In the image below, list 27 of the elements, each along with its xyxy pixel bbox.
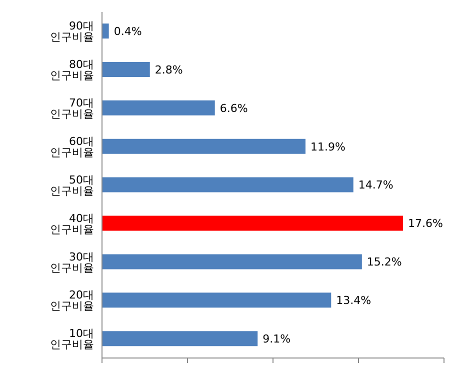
y-tick-label: 40대 인구비율 — [50, 212, 94, 236]
data-label: 14.7% — [358, 178, 394, 192]
bar — [102, 62, 150, 77]
y-tick-label: 80대 인구비율 — [50, 58, 94, 82]
data-label: 0.4% — [114, 24, 142, 38]
data-label: 15.2% — [366, 256, 402, 269]
data-label: 11.9% — [310, 140, 346, 154]
y-tick-label: 70대 인구비율 — [50, 96, 94, 121]
bar — [102, 216, 403, 231]
data-label: 9.1% — [262, 332, 291, 346]
data-label: 17.6% — [408, 217, 443, 230]
y-tick-label: 10대 인구비율 — [50, 327, 94, 352]
bar — [102, 292, 332, 308]
data-label: 6.6% — [220, 102, 248, 115]
y-tick-label: 20대 인구비율 — [50, 288, 94, 313]
bar — [102, 331, 258, 346]
y-tick-label: 30대 인구비율 — [50, 250, 94, 274]
bar — [102, 254, 362, 270]
data-label: 2.8% — [154, 63, 183, 76]
data-label: 13.4% — [336, 294, 372, 308]
y-tick-label: 50대 인구비율 — [50, 173, 94, 198]
y-tick-label: 90대 인구비율 — [50, 20, 94, 44]
bar — [102, 24, 109, 39]
bar — [102, 138, 306, 154]
bar — [102, 100, 215, 116]
y-tick-label: 60대 인구비율 — [50, 134, 94, 159]
bar — [102, 177, 354, 192]
